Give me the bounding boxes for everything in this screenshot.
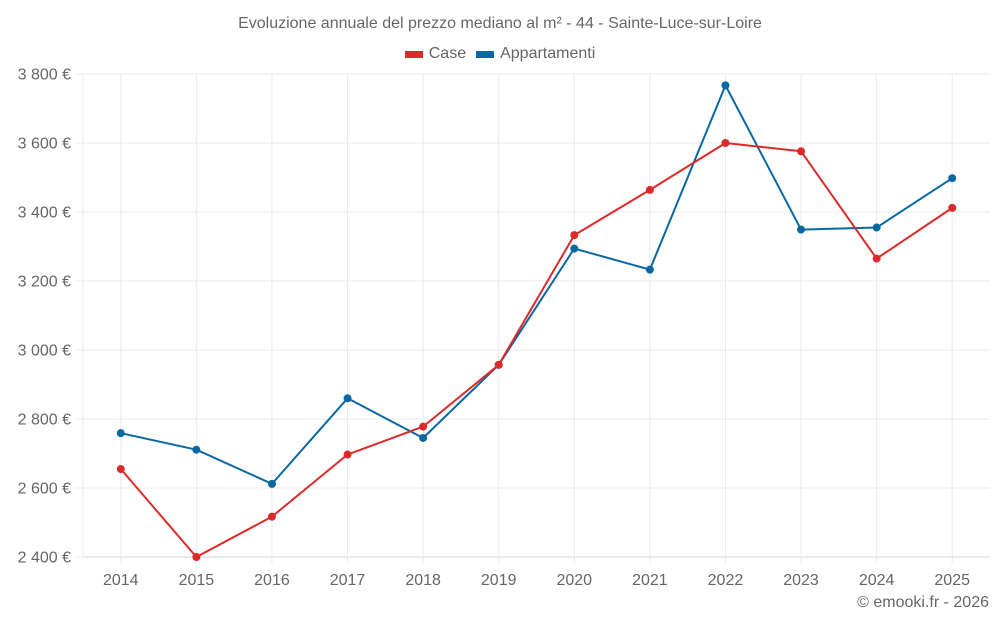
data-point-case-2025: [948, 203, 957, 212]
x-tick-label: 2014: [103, 572, 139, 589]
legend-swatch-case: [404, 50, 423, 58]
x-tick-label: 2025: [934, 572, 970, 589]
x-tick-label: 2015: [179, 572, 215, 589]
data-point-appartamenti-2023: [797, 225, 806, 234]
data-point-appartamenti-2021: [645, 265, 654, 274]
x-tick-label: 2016: [254, 572, 290, 589]
legend-label-appartamenti: Appartamenti: [500, 45, 596, 62]
x-tick-label: 2024: [859, 572, 895, 589]
x-tick-label: 2020: [556, 572, 592, 589]
copyright-text: © emooki.fr - 2026: [857, 594, 989, 611]
legend-item-case[interactable]: Case: [404, 45, 467, 63]
data-point-case-2023: [797, 147, 806, 156]
data-point-appartamenti-2022: [721, 81, 730, 90]
legend-swatch-appartamenti: [476, 50, 495, 58]
y-tick-label: 3 200 €: [18, 274, 71, 291]
data-point-case-2016: [267, 512, 276, 521]
data-point-appartamenti-2016: [267, 479, 276, 488]
data-point-appartamenti-2025: [948, 174, 957, 183]
y-tick-label: 3 800 €: [18, 67, 71, 84]
data-point-appartamenti-2020: [570, 244, 579, 253]
y-tick-label: 2 400 €: [18, 550, 71, 567]
y-tick-label: 3 000 €: [18, 343, 71, 360]
x-tick-label: 2017: [330, 572, 366, 589]
chart-title: Evoluzione annuale del prezzo mediano al…: [238, 15, 762, 32]
x-tick-label: 2022: [708, 572, 744, 589]
series-line-appartamenti: [120, 84, 953, 485]
data-point-case-2020: [570, 231, 579, 240]
data-point-case-2024: [872, 254, 881, 263]
data-point-appartamenti-2024: [872, 223, 881, 232]
series-line-case: [120, 142, 953, 558]
y-tick-label: 3 600 €: [18, 136, 71, 153]
x-tick-label: 2018: [405, 572, 441, 589]
data-point-case-2015: [192, 553, 201, 561]
data-point-case-2014: [116, 465, 125, 474]
data-point-appartamenti-2017: [343, 394, 352, 403]
data-point-appartamenti-2015: [192, 445, 201, 454]
y-tick-label: 2 600 €: [18, 481, 71, 498]
data-point-case-2017: [343, 450, 352, 459]
x-tick-label: 2019: [481, 572, 517, 589]
legend-item-appartamenti[interactable]: Appartamenti: [476, 45, 595, 63]
x-tick-label: 2021: [632, 572, 668, 589]
chart-legend: Case Appartamenti: [0, 45, 1000, 63]
data-point-case-2022: [721, 139, 730, 147]
y-tick-label: 2 800 €: [18, 412, 71, 429]
data-point-case-2019: [494, 360, 503, 369]
y-tick-label: 3 400 €: [18, 205, 71, 222]
x-tick-label: 2023: [783, 572, 819, 589]
data-point-case-2021: [645, 185, 654, 194]
legend-label-case: Case: [428, 45, 467, 62]
data-point-case-2018: [419, 422, 428, 431]
data-point-appartamenti-2018: [419, 433, 428, 442]
data-point-appartamenti-2014: [116, 429, 125, 438]
